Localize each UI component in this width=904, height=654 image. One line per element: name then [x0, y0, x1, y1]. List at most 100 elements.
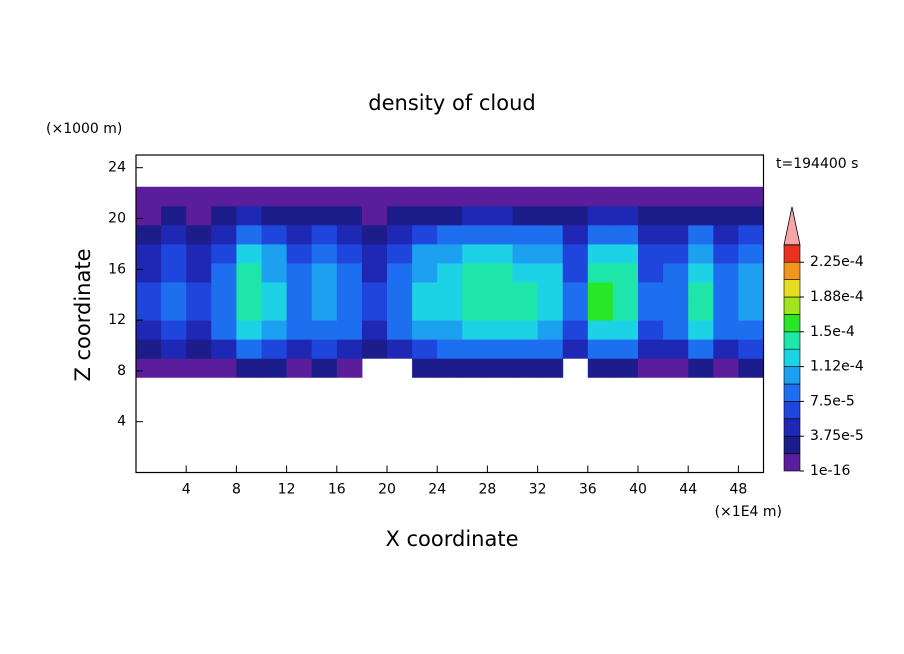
heatmap-cell [336, 186, 363, 207]
heatmap-cell [738, 243, 764, 264]
heatmap-cell [587, 320, 614, 340]
heatmap-cell [412, 320, 438, 340]
heatmap-cell [462, 358, 488, 378]
heatmap-cell [512, 224, 539, 245]
heatmap-cell [186, 339, 212, 359]
heatmap-cell [437, 282, 463, 302]
heatmap-cell [186, 243, 212, 264]
heatmap-cell [587, 282, 614, 302]
heatmap-cell [311, 358, 338, 378]
heatmap-cell [311, 224, 338, 245]
heatmap-cell [236, 339, 262, 359]
colorbar-tick-label: 1.5e-4 [810, 324, 855, 340]
colorbar-tick-label: 1e-16 [810, 463, 850, 479]
heatmap-cell [311, 301, 338, 321]
heatmap-cell [336, 243, 363, 264]
heatmap-cell [562, 186, 589, 207]
heatmap-cell [663, 243, 689, 264]
heatmap-cell [713, 205, 739, 226]
heatmap-cell [286, 282, 313, 302]
heatmap-cell [437, 301, 463, 321]
heatmap-cell [688, 282, 714, 302]
heatmap-cell [211, 262, 237, 283]
heatmap-cell [713, 282, 739, 302]
heatmap-cell [612, 282, 639, 302]
heatmap-cell [161, 205, 187, 226]
heatmap-cell [412, 224, 438, 245]
heatmap-cell [462, 243, 488, 264]
heatmap-cell [537, 358, 564, 378]
heatmap-cell [311, 262, 338, 283]
heatmap-cell [612, 205, 639, 226]
colorbar-tick-label: 3.75e-5 [810, 428, 864, 444]
heatmap-cell [136, 224, 162, 245]
heatmap-cell [161, 282, 187, 302]
heatmap-cell [738, 339, 764, 359]
heatmap-cell [437, 339, 463, 359]
heatmap-cell [688, 301, 714, 321]
heatmap-cell [161, 320, 187, 340]
heatmap-cell [738, 224, 764, 245]
heatmap-cell [537, 320, 564, 340]
heatmap-cell [663, 358, 689, 378]
heatmap-cell [412, 358, 438, 378]
heatmap-cell [713, 301, 739, 321]
heatmap-cell [537, 339, 564, 359]
x-tick-label: 40 [629, 482, 647, 498]
y-tick-label: 8 [117, 363, 126, 379]
heatmap-cell [437, 224, 463, 245]
x-tick-label: 24 [428, 482, 446, 498]
heatmap-cell [638, 358, 664, 378]
heatmap-cell [186, 301, 212, 321]
heatmap-cell [286, 243, 313, 264]
heatmap-cell [336, 282, 363, 302]
heatmap-cell [562, 262, 589, 283]
heatmap-cell [261, 205, 288, 226]
heatmap-cell [161, 224, 187, 245]
x-tick-label: 8 [232, 482, 241, 498]
heatmap-cell [186, 262, 212, 283]
heatmap-cell [688, 205, 714, 226]
heatmap-cell [587, 339, 614, 359]
heatmap-cell [136, 358, 162, 378]
heatmap-cell [512, 186, 539, 207]
heatmap-cell [261, 358, 288, 378]
heatmap-cell [336, 224, 363, 245]
heatmap-cell [437, 205, 463, 226]
heatmap-cell [713, 358, 739, 378]
heatmap-cell [512, 320, 539, 340]
heatmap-cell [361, 320, 388, 340]
heatmap-cell [261, 320, 288, 340]
x-tick-label: 48 [729, 482, 747, 498]
heatmap-cell [412, 243, 438, 264]
heatmap-cell [387, 301, 413, 321]
heatmap-cell [738, 186, 764, 207]
heatmap-cell [537, 301, 564, 321]
heatmap-cell [663, 282, 689, 302]
heatmap-cell [437, 243, 463, 264]
heatmap-cell [562, 339, 589, 359]
heatmap-cell [663, 320, 689, 340]
x-tick-label: 20 [378, 482, 396, 498]
x-tick-label: 36 [579, 482, 597, 498]
heatmap-cell [638, 205, 664, 226]
heatmap-cell [638, 320, 664, 340]
heatmap-cell [336, 205, 363, 226]
heatmap-cell [136, 205, 162, 226]
x-axis-title: X coordinate [385, 527, 518, 551]
heatmap-cell [387, 243, 413, 264]
plot-frame [135, 154, 765, 474]
heatmap-cell [487, 301, 513, 321]
x-unit: (×1E4 m) [715, 504, 782, 520]
heatmap-cell [136, 282, 162, 302]
heatmap-cell [537, 262, 564, 283]
heatmap-cell [211, 224, 237, 245]
heatmap-cell [512, 339, 539, 359]
heatmap-cell [136, 320, 162, 340]
heatmap-cell [361, 243, 388, 264]
heatmap-cell [638, 282, 664, 302]
heatmap-cell [387, 262, 413, 283]
colorbar-tick-label: 7.5e-5 [810, 393, 855, 409]
